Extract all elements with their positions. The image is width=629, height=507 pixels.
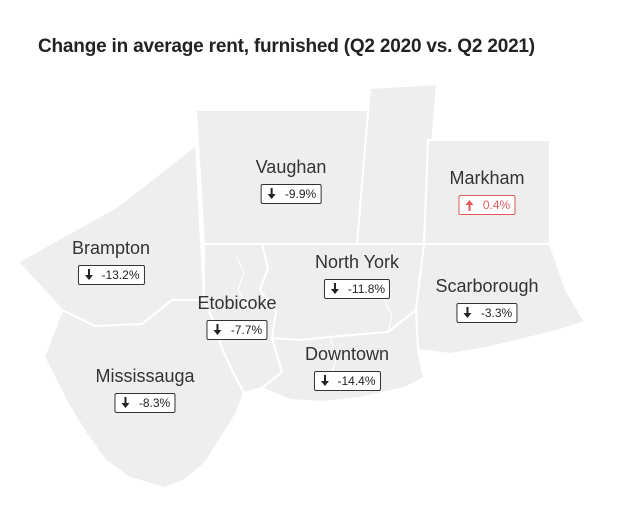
label-scarborough: Scarborough -3.3%	[435, 275, 539, 324]
change-badge-markham: 0.4%	[458, 195, 516, 215]
change-value-markham: 0.4%	[482, 198, 511, 212]
arrow-down-icon	[83, 269, 93, 281]
arrow-down-icon	[267, 188, 277, 200]
region-downtown	[260, 308, 426, 404]
arrow-down-icon	[213, 324, 223, 336]
label-vaughan: Vaughan -9.9%	[255, 156, 327, 205]
change-badge-mississauga: -8.3%	[114, 393, 176, 413]
change-badge-scarborough: -3.3%	[456, 303, 518, 323]
label-downtown: Downtown -14.4%	[305, 343, 389, 392]
arrow-down-icon	[319, 375, 329, 387]
region-name-etobicoke: Etobicoke	[197, 293, 277, 313]
arrow-down-icon	[121, 397, 131, 409]
region-name-north-york: North York	[314, 252, 400, 272]
arrow-down-icon	[463, 307, 473, 319]
chart-title: Change in average rent, furnished (Q2 20…	[38, 36, 535, 57]
change-badge-brampton: -13.2%	[77, 265, 145, 285]
region-brampton	[16, 143, 206, 328]
region-name-downtown: Downtown	[304, 344, 390, 364]
change-value-etobicoke: -7.7%	[230, 323, 263, 337]
change-value-vaughan: -9.9%	[284, 187, 317, 201]
label-brampton: Brampton -13.2%	[72, 237, 150, 286]
arrow-up-icon	[465, 199, 475, 211]
change-badge-etobicoke: -7.7%	[206, 320, 268, 340]
region-name-brampton: Brampton	[71, 238, 151, 258]
change-value-north-york: -11.8%	[347, 282, 386, 296]
change-value-downtown: -14.4%	[337, 374, 376, 388]
change-badge-north-york: -11.8%	[323, 279, 391, 299]
change-badge-downtown: -14.4%	[313, 371, 381, 391]
region-name-vaughan: Vaughan	[255, 157, 327, 177]
region-name-scarborough: Scarborough	[435, 276, 539, 296]
region-name-mississauga: Mississauga	[95, 366, 195, 386]
label-etobicoke: Etobicoke -7.7%	[197, 292, 277, 341]
change-badge-vaughan: -9.9%	[260, 184, 322, 204]
arrow-down-icon	[330, 283, 340, 295]
label-mississauga: Mississauga -8.3%	[95, 365, 195, 414]
change-value-brampton: -13.2%	[101, 268, 140, 282]
label-markham: Markham 0.4%	[449, 167, 525, 216]
label-north-york: North York -11.8%	[315, 251, 399, 300]
region-name-markham: Markham	[449, 168, 525, 188]
change-value-scarborough: -3.3%	[480, 306, 513, 320]
change-value-mississauga: -8.3%	[138, 396, 171, 410]
